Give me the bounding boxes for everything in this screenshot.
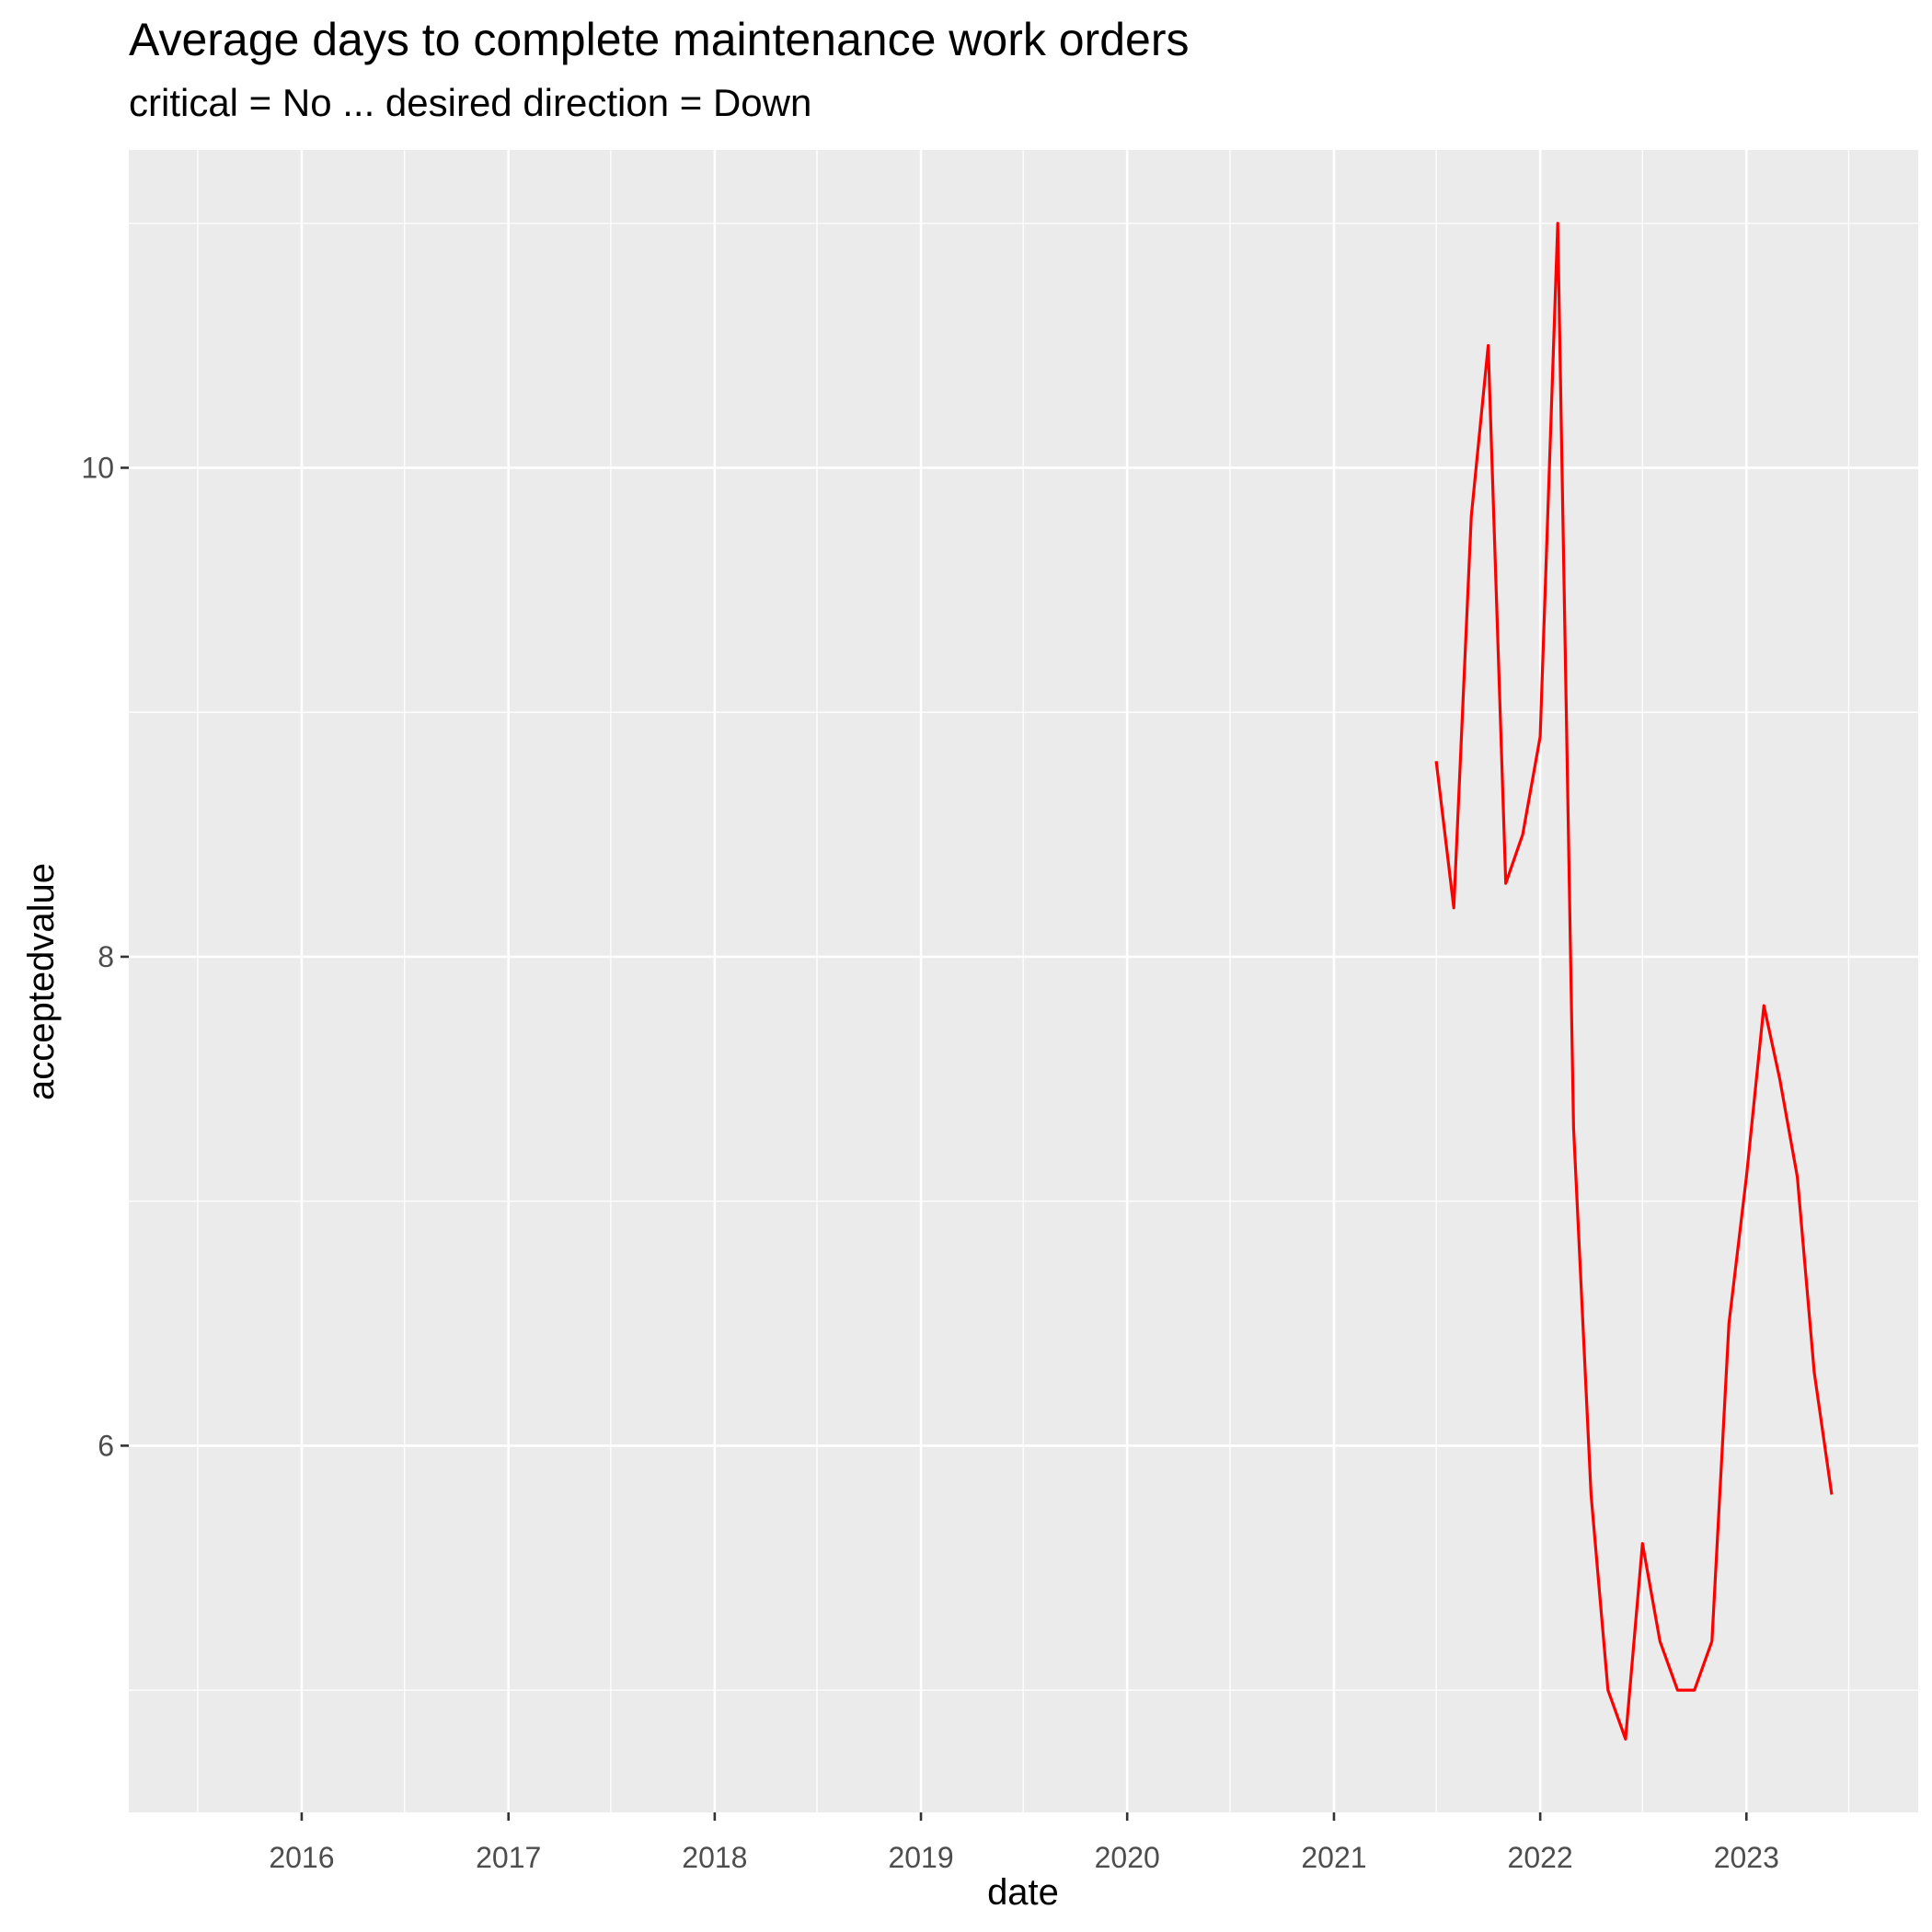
x-tick-label: 2022 <box>1508 1841 1573 1874</box>
y-tick-label: 8 <box>98 940 114 973</box>
chart-title: Average days to complete maintenance wor… <box>129 14 1190 65</box>
tick-labels: 2016 2017 2018 2019 2020 2021 2022 2023 6 8 10 <box>81 451 1778 1874</box>
x-tick-label: 2023 <box>1714 1841 1779 1874</box>
x-tick-label: 2018 <box>682 1841 747 1874</box>
chart-subtitle: critical = No ... desired direction = Do… <box>129 81 812 124</box>
x-tick-label: 2016 <box>269 1841 334 1874</box>
series-layer <box>1434 222 1834 1741</box>
series-line <box>1434 222 1834 1741</box>
y-tick-label: 10 <box>81 451 114 484</box>
y-axis-title: acceptedvalue <box>21 863 62 1100</box>
y-tick-label: 6 <box>98 1429 114 1462</box>
x-tick-label: 2017 <box>476 1841 541 1874</box>
x-axis-title: date <box>987 1872 1059 1913</box>
axis-ticks <box>121 466 1748 1821</box>
x-tick-label: 2021 <box>1301 1841 1366 1874</box>
minor-gridlines <box>129 150 1918 1812</box>
major-gridlines <box>129 150 1918 1812</box>
x-tick-label: 2020 <box>1095 1841 1160 1874</box>
x-tick-label: 2019 <box>888 1841 953 1874</box>
